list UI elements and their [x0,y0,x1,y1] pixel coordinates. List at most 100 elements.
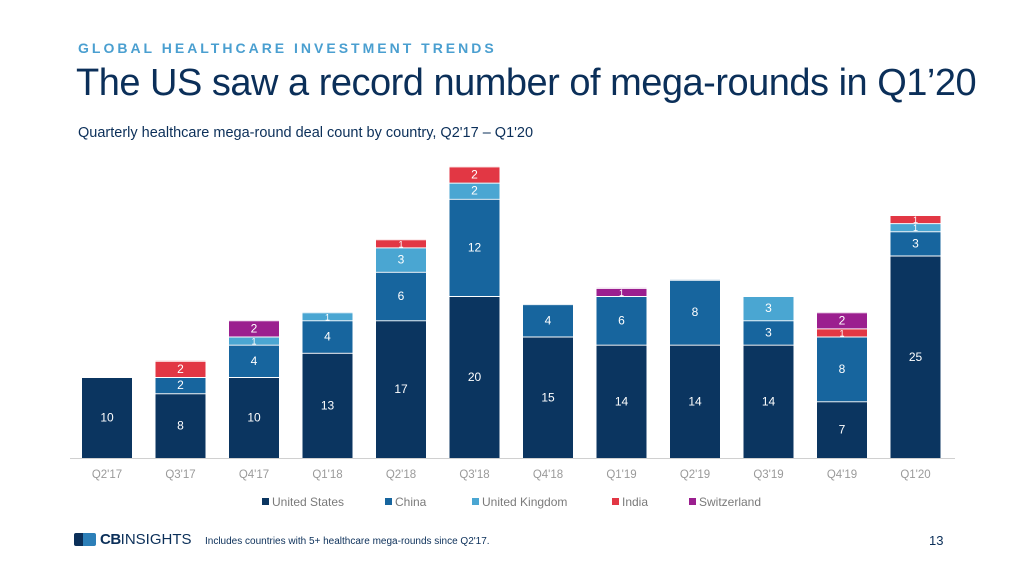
data-label: 17 [394,382,408,396]
data-label: 8 [692,305,699,319]
x-tick-label: Q4'18 [533,469,563,481]
bar-segment [376,239,426,248]
data-label: 4 [545,313,552,327]
x-tick-label: Q1'19 [606,469,636,481]
bar-segment [376,320,426,458]
bar-segment [596,287,647,296]
x-tick-label: Q1'18 [312,469,342,481]
data-label: 3 [912,236,919,250]
data-label: 8 [177,419,184,433]
x-tick-label: Q2'18 [386,469,416,481]
data-label: 1 [251,337,256,347]
data-label: 1 [325,312,330,322]
legend-label: United States [272,495,344,509]
data-label: 2 [177,378,184,392]
bar-segment [302,320,353,353]
data-label: 25 [909,350,923,364]
bar-segment [817,312,867,329]
legend-label: China [395,495,427,509]
x-tick-label: Q4'19 [827,469,857,481]
bar-segment [817,401,867,458]
data-label: 12 [468,240,482,254]
bar-segment [155,377,206,394]
legend-swatch [262,498,269,505]
bar-segment [449,198,500,296]
legend-label: United Kingdom [482,495,567,509]
data-label: 20 [468,370,482,384]
data-label: 1 [913,223,918,233]
bar-segment [376,247,426,272]
data-label: 1 [839,328,844,338]
data-label: 15 [541,390,555,404]
bar-segment [596,296,647,345]
bar-segment [449,182,500,199]
data-label: 3 [398,253,405,267]
data-label: 1 [398,239,403,249]
data-label: 2 [471,184,478,198]
bar-segment [817,336,867,402]
bar-segment [82,377,132,458]
data-label: 6 [398,289,405,303]
bar-segment [890,231,941,256]
bar-segment [890,223,941,232]
bar-segment [155,393,206,458]
logo-text-insights: INSIGHTS [120,531,192,548]
bar-segment [229,320,279,337]
legend-swatch [385,498,392,505]
data-label: 14 [762,394,776,408]
cb-logo-icon [74,533,96,546]
legend-label: Switzerland [699,495,761,509]
legend-swatch [612,498,619,505]
legend-swatch [689,498,696,505]
footnote: Includes countries with 5+ healthcare me… [205,536,490,547]
x-tick-label: Q2'19 [680,469,710,481]
bar-segment [302,352,353,458]
eyebrow-title: GLOBAL HEALTHCARE INVESTMENT TRENDS [78,40,497,56]
bar-segment [670,279,720,345]
bar-segment [596,344,647,458]
data-label: 6 [618,313,625,327]
bar-segment [890,255,941,458]
bar-segment [743,320,794,345]
bar-segment [890,215,941,224]
x-tick-label: Q1'20 [900,469,930,481]
x-tick-label: Q2'17 [92,469,122,481]
bar-segment [229,336,279,345]
x-tick-label: Q3'19 [753,469,783,481]
chart-subtitle: Quarterly healthcare mega-round deal cou… [78,125,534,141]
bar-segment [817,328,867,337]
data-label: 1 [913,215,918,225]
bar-segment [376,271,426,321]
page-number: 13 [929,533,944,548]
data-label: 13 [321,398,335,412]
logo-text-cb: CB [100,531,121,548]
bar-segment [743,296,794,321]
x-tick-label: Q4'17 [239,469,269,481]
legend-label: India [622,495,648,509]
data-label: 2 [471,168,478,182]
bar-segment [670,344,720,458]
data-label: 2 [251,321,258,335]
bar-segment [523,304,573,337]
bar-segment [449,166,500,183]
bar-segment [229,344,279,377]
data-label: 10 [100,411,114,425]
data-label: 3 [765,301,772,315]
data-label: 7 [839,423,846,437]
data-label: 8 [839,362,846,376]
cb-insights-logo: CB INSIGHTS [74,531,192,548]
data-label: 1 [619,288,624,298]
data-label: 10 [247,411,261,425]
data-label: 3 [765,325,772,339]
legend-swatch [472,498,479,505]
data-label: 2 [177,362,184,376]
bar-segment [743,344,794,458]
bar-segment [523,336,573,458]
bar-segment [155,360,206,377]
bar-segment [449,296,500,458]
data-label: 2 [839,313,846,327]
x-tick-label: Q3'17 [165,469,195,481]
x-tick-label: Q3'18 [459,469,489,481]
bar-segment [229,377,279,458]
